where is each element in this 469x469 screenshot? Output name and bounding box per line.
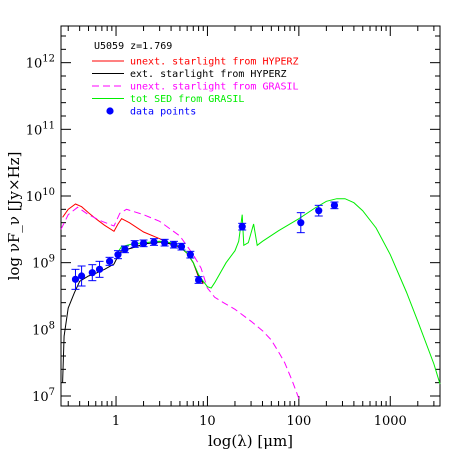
data-point: [297, 219, 305, 227]
data-point: [114, 251, 122, 259]
legend-label: data points: [130, 107, 196, 118]
data-point: [131, 240, 139, 248]
legend-title: U5059 z=1.769: [94, 41, 172, 52]
x-tick-label: 10: [199, 414, 216, 429]
data-point: [170, 241, 178, 249]
data-point: [238, 223, 246, 231]
series-line-2: [60, 206, 300, 399]
data-point: [77, 272, 86, 280]
y-tick-label: 107: [32, 387, 55, 405]
y-axis-label: log νF_ν [Jy×Hz]: [5, 152, 23, 281]
legend-label: ext. starlight from HYPERZ: [130, 69, 287, 80]
data-point: [186, 251, 194, 259]
legend-label: unext. starlight from GRASIL: [130, 82, 299, 93]
series-line-3: [115, 198, 441, 385]
x-tick-label: 1: [112, 414, 120, 429]
data-point: [95, 265, 104, 273]
data-point: [150, 238, 158, 246]
data-point: [315, 207, 323, 215]
axis-labels: 1 10 100 1000 107 108 109 1010 1011 1012 log(λ) [μ…: [5, 54, 407, 450]
y-tick-label: 108: [32, 320, 55, 338]
data-point: [71, 275, 80, 283]
data-point: [105, 257, 114, 265]
data-point: [88, 269, 96, 277]
y-tick-label: 1012: [26, 54, 55, 72]
y-tick-label: 1011: [26, 120, 55, 138]
legend-label: unext. starlight from HYPERZ: [130, 57, 299, 68]
x-axis-label: log(λ) [μm]: [208, 432, 293, 450]
series-line-1: [62, 241, 204, 383]
legend: U5059 z=1.769 unext. starlight from HYPER…: [92, 41, 299, 118]
data-points-series: [71, 201, 339, 290]
y-tick-label: 109: [32, 254, 55, 272]
data-point: [139, 239, 148, 247]
data-point: [161, 239, 169, 247]
legend-label: tot SED from GRASIL: [130, 94, 244, 105]
data-point: [194, 276, 203, 284]
x-tick-label: 1000: [374, 414, 407, 429]
plot-frame: [60, 25, 441, 407]
y-tick-label: 1010: [26, 187, 55, 205]
legend-marker: [106, 107, 114, 115]
data-point: [330, 201, 339, 209]
series-layer: [60, 198, 441, 399]
data-point: [121, 245, 129, 253]
x-tick-label: 100: [286, 414, 311, 429]
data-point: [177, 243, 186, 251]
plot-frame-border: [60, 25, 441, 407]
